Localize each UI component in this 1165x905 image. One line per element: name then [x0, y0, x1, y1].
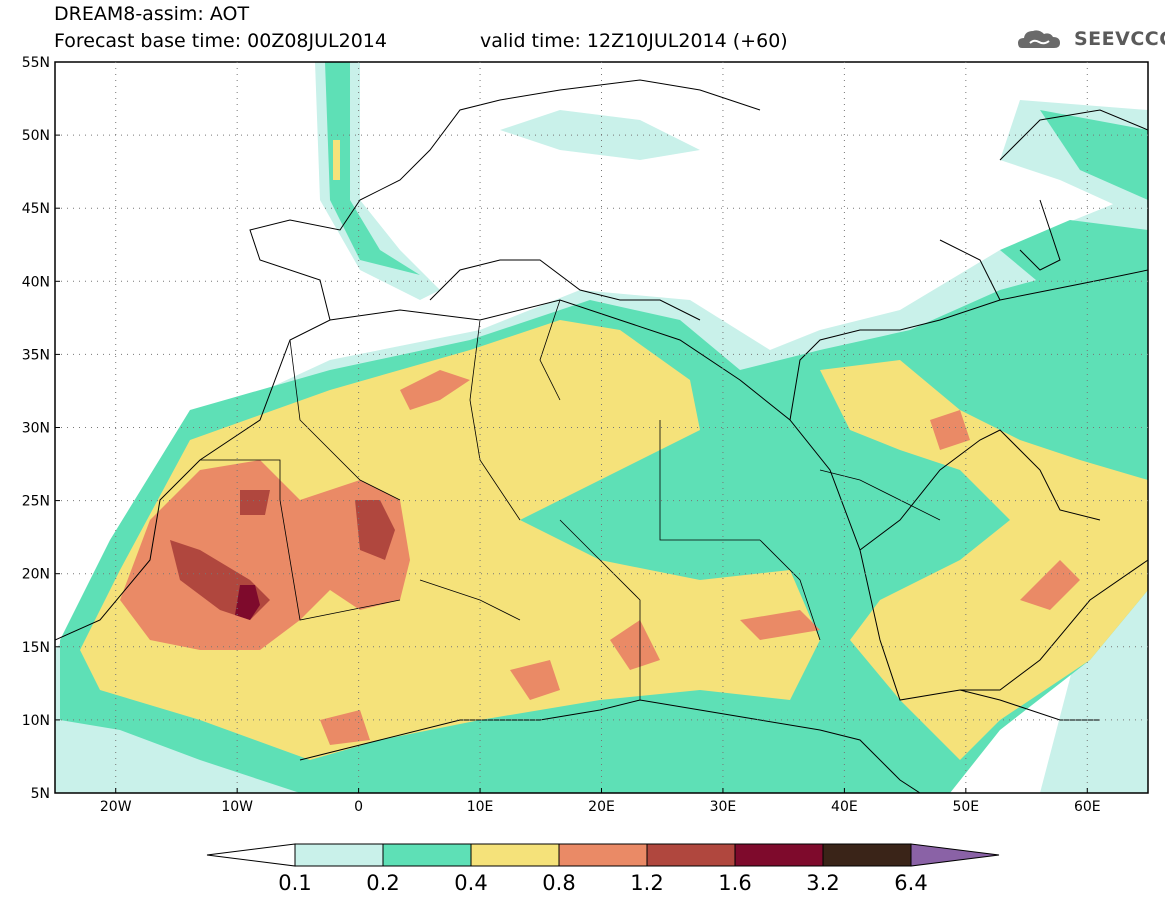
lon-tick-label: 60E	[1074, 799, 1101, 815]
colorbar-segment	[470, 843, 560, 867]
lat-tick-label: 20N	[22, 567, 50, 583]
colorbar-tick-label: 0.4	[454, 871, 487, 895]
lat-tick-label: 35N	[22, 347, 50, 363]
lon-tick-label: 10W	[221, 799, 253, 815]
colorbar-tick-label: 1.2	[630, 871, 663, 895]
lat-tick-label: 45N	[22, 201, 50, 217]
lon-tick-label: 20W	[100, 799, 132, 815]
lon-tick-label: 50E	[952, 799, 979, 815]
colorbar-tick-label: 0.2	[366, 871, 399, 895]
logo-text: SEEVCCC	[1074, 28, 1165, 50]
cloud-icon	[1018, 30, 1060, 48]
lat-tick-label: 40N	[22, 274, 50, 290]
colorbar-tick-label: 1.6	[718, 871, 751, 895]
aot-field-0.8	[120, 370, 1080, 745]
lat-tick-label: 10N	[22, 713, 50, 729]
lat-tick-label: 30N	[22, 421, 50, 437]
lon-tick-label: 30E	[710, 799, 737, 815]
colorbar-upper-arrow	[910, 843, 1000, 867]
colorbar-segment	[734, 843, 824, 867]
colorbar-lower-arrow	[206, 843, 296, 867]
lat-tick-label: 50N	[22, 128, 50, 144]
gridlines	[55, 62, 1148, 793]
colorbar-tick-label: 0.1	[278, 871, 311, 895]
colorbar-segment	[646, 843, 736, 867]
lat-tick-label: 55N	[22, 55, 50, 71]
colorbar-segment	[822, 843, 912, 867]
colorbar-segment	[382, 843, 472, 867]
lon-tick-label: 40E	[831, 799, 858, 815]
valid-time: valid time: 12Z10JUL2014 (+60)	[480, 30, 788, 52]
forecast-base-time: Forecast base time: 00Z08JUL2014	[54, 30, 387, 52]
lat-tick-label: 5N	[31, 786, 50, 802]
colorbar-tick-label: 0.8	[542, 871, 575, 895]
lat-tick-label: 25N	[22, 494, 50, 510]
colorbar-segment	[294, 843, 384, 867]
lon-tick-label: 10E	[467, 799, 494, 815]
coastlines	[55, 79, 1148, 793]
colorbar: 0.1 0.2 0.4 0.8 1.2 1.6 3.2 6.4	[206, 843, 1000, 895]
country-borders	[200, 299, 941, 700]
lon-tick-label: 0	[354, 799, 363, 815]
aot-field-1.6	[235, 585, 260, 620]
chart-title: DREAM8-assim: AOT	[54, 3, 250, 25]
lon-tick-label: 20E	[588, 799, 615, 815]
lat-tick-label: 15N	[22, 640, 50, 656]
colorbar-tick-label: 6.4	[894, 871, 927, 895]
colorbar-tick-label: 3.2	[806, 871, 839, 895]
colorbar-segment	[558, 843, 648, 867]
